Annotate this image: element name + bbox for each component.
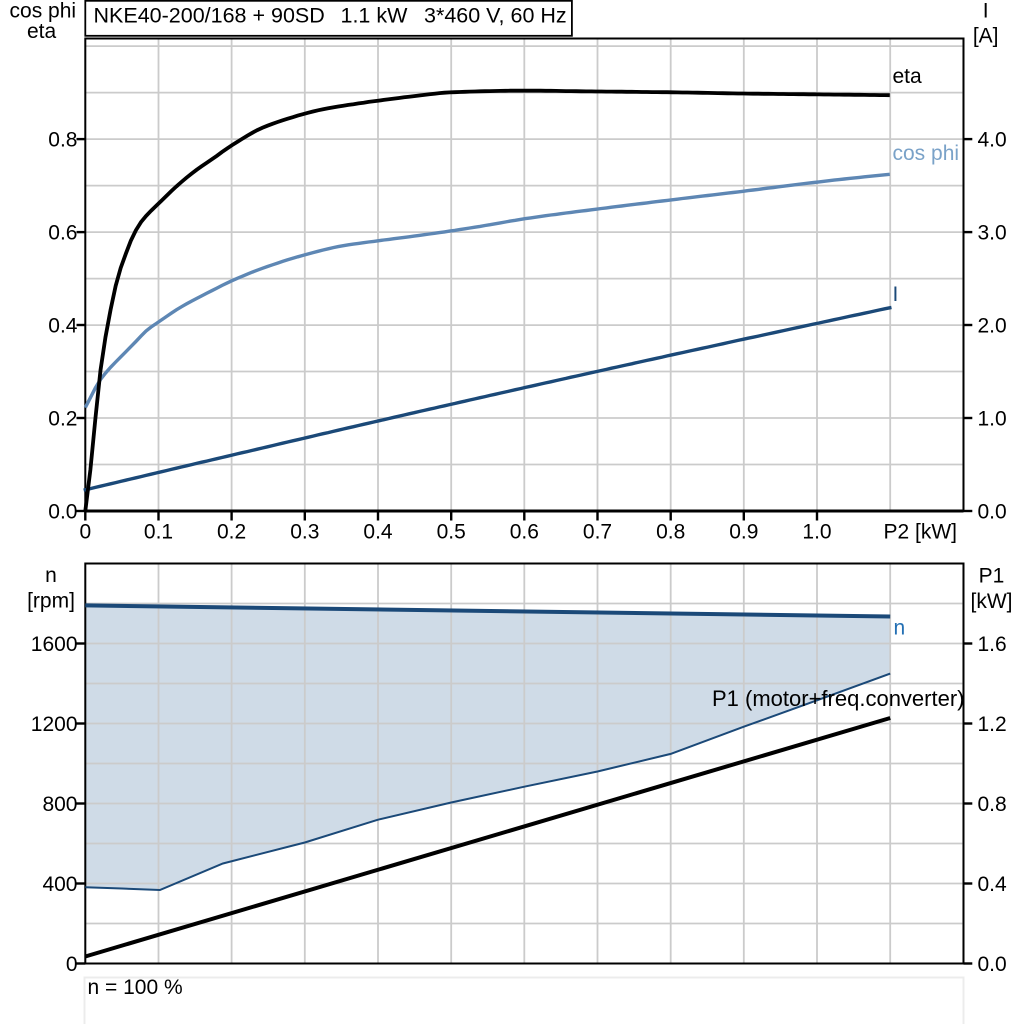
svg-text:P1 (motor+freq.converter): P1 (motor+freq.converter)	[712, 686, 964, 711]
svg-text:0.1: 0.1	[144, 521, 173, 544]
svg-text:1.6: 1.6	[978, 633, 1007, 656]
svg-text:eta: eta	[27, 20, 57, 43]
svg-text:0.0: 0.0	[978, 501, 1007, 524]
svg-text:0.4: 0.4	[363, 521, 393, 544]
svg-text:400: 400	[42, 873, 77, 896]
svg-text:0.8: 0.8	[978, 793, 1007, 816]
svg-text:n: n	[894, 617, 906, 640]
svg-text:1.2: 1.2	[978, 713, 1007, 736]
svg-text:0.4: 0.4	[978, 873, 1008, 896]
svg-text:n: n	[45, 564, 57, 587]
svg-text:0.2: 0.2	[48, 408, 77, 431]
svg-text:0.4: 0.4	[48, 315, 78, 338]
svg-text:0.0: 0.0	[978, 953, 1007, 976]
svg-text:P1: P1	[979, 565, 1005, 588]
svg-text:1.1 kW: 1.1 kW	[341, 4, 409, 28]
svg-text:0.8: 0.8	[656, 521, 685, 544]
svg-text:1600: 1600	[31, 633, 78, 656]
svg-text:0.8: 0.8	[48, 129, 77, 152]
svg-text:[rpm]: [rpm]	[27, 590, 75, 613]
svg-text:[kW]: [kW]	[971, 590, 1013, 613]
svg-text:2.0: 2.0	[978, 315, 1007, 338]
svg-text:0.5: 0.5	[437, 521, 466, 544]
svg-text:1.0: 1.0	[802, 521, 831, 544]
svg-text:800: 800	[42, 793, 77, 816]
svg-text:0.0: 0.0	[48, 501, 77, 524]
svg-text:n = 100 %: n = 100 %	[88, 976, 183, 999]
svg-text:0: 0	[79, 521, 91, 544]
svg-text:4.0: 4.0	[978, 129, 1007, 152]
svg-text:3.0: 3.0	[978, 222, 1007, 245]
svg-text:eta: eta	[893, 65, 923, 88]
svg-text:0: 0	[66, 953, 78, 976]
svg-text:0.3: 0.3	[290, 521, 319, 544]
svg-text:3*460 V, 60 Hz: 3*460 V, 60 Hz	[424, 4, 567, 28]
svg-text:0.7: 0.7	[583, 521, 612, 544]
svg-text:I: I	[893, 283, 899, 306]
svg-text:0.6: 0.6	[510, 521, 539, 544]
svg-text:P2 [kW]: P2 [kW]	[883, 521, 957, 544]
svg-text:I: I	[983, 0, 989, 23]
svg-text:NKE40-200/168 + 90SD: NKE40-200/168 + 90SD	[94, 4, 325, 28]
svg-text:[A]: [A]	[973, 24, 999, 47]
svg-text:1.0: 1.0	[978, 408, 1007, 431]
svg-text:cos phi: cos phi	[893, 142, 960, 165]
svg-text:0.9: 0.9	[729, 521, 758, 544]
svg-text:0.6: 0.6	[48, 222, 77, 245]
svg-text:1200: 1200	[31, 713, 78, 736]
svg-text:cos phi: cos phi	[10, 0, 77, 22]
svg-text:0.2: 0.2	[217, 521, 246, 544]
